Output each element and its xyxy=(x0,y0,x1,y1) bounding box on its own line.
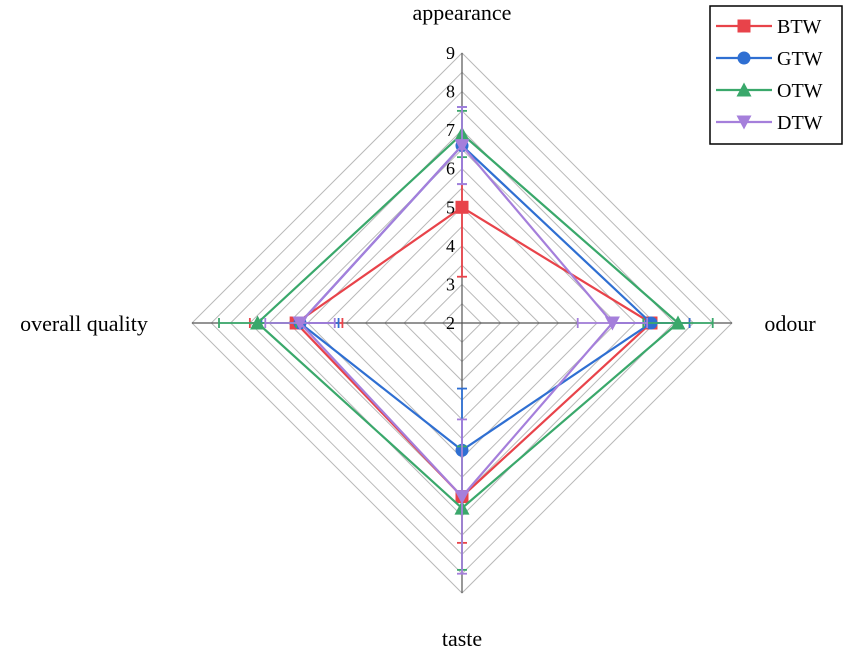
axis-label-overall-quality: overall quality xyxy=(20,311,148,336)
legend-marker xyxy=(737,51,751,65)
tick-label-5: 5 xyxy=(446,197,455,217)
data-point-OTW xyxy=(670,315,686,330)
legend-label-GTW: GTW xyxy=(777,48,823,70)
tick-label-9: 9 xyxy=(446,43,455,63)
series-DTW xyxy=(264,106,649,575)
data-point-BTW xyxy=(455,200,469,214)
legend-label-BTW: BTW xyxy=(777,16,822,38)
axis-label-taste: taste xyxy=(442,626,482,651)
series-GTW xyxy=(260,106,691,513)
legend: BTW GTW OTW DTW xyxy=(709,5,843,145)
tick-label-8: 8 xyxy=(446,82,455,102)
series-line-DTW xyxy=(298,143,614,499)
tick-label-6: 6 xyxy=(446,159,455,179)
legend-item-DTW: DTW xyxy=(716,112,823,134)
tick-label-2: 2 xyxy=(446,313,455,333)
axis-label-odour: odour xyxy=(764,311,816,336)
data-point-DTW xyxy=(292,316,308,331)
tick-label-7: 7 xyxy=(446,120,455,140)
data-point-OTW xyxy=(250,315,266,330)
legend-label-OTW: OTW xyxy=(777,80,823,102)
series-line-BTW xyxy=(294,205,653,499)
legend-marker xyxy=(736,115,752,130)
axis-label-appearance: appearance xyxy=(413,0,512,25)
legend-marker xyxy=(737,19,751,33)
labels: 2 3 4 5 6 7 8 9 appearance odour taste overall qual… xyxy=(20,0,816,651)
legend-label-DTW: DTW xyxy=(777,112,823,134)
data-point-DTW xyxy=(454,490,470,505)
legend-item-GTW: GTW xyxy=(716,48,823,70)
data-point-DTW xyxy=(604,316,620,331)
tick-label-4: 4 xyxy=(446,236,455,256)
legend-item-OTW: OTW xyxy=(716,80,823,102)
data-point-DTW xyxy=(454,139,470,154)
tick-label-3: 3 xyxy=(446,274,455,294)
legend-item-BTW: BTW xyxy=(716,16,822,38)
legend-marker xyxy=(736,82,752,97)
series-layer xyxy=(218,106,714,575)
